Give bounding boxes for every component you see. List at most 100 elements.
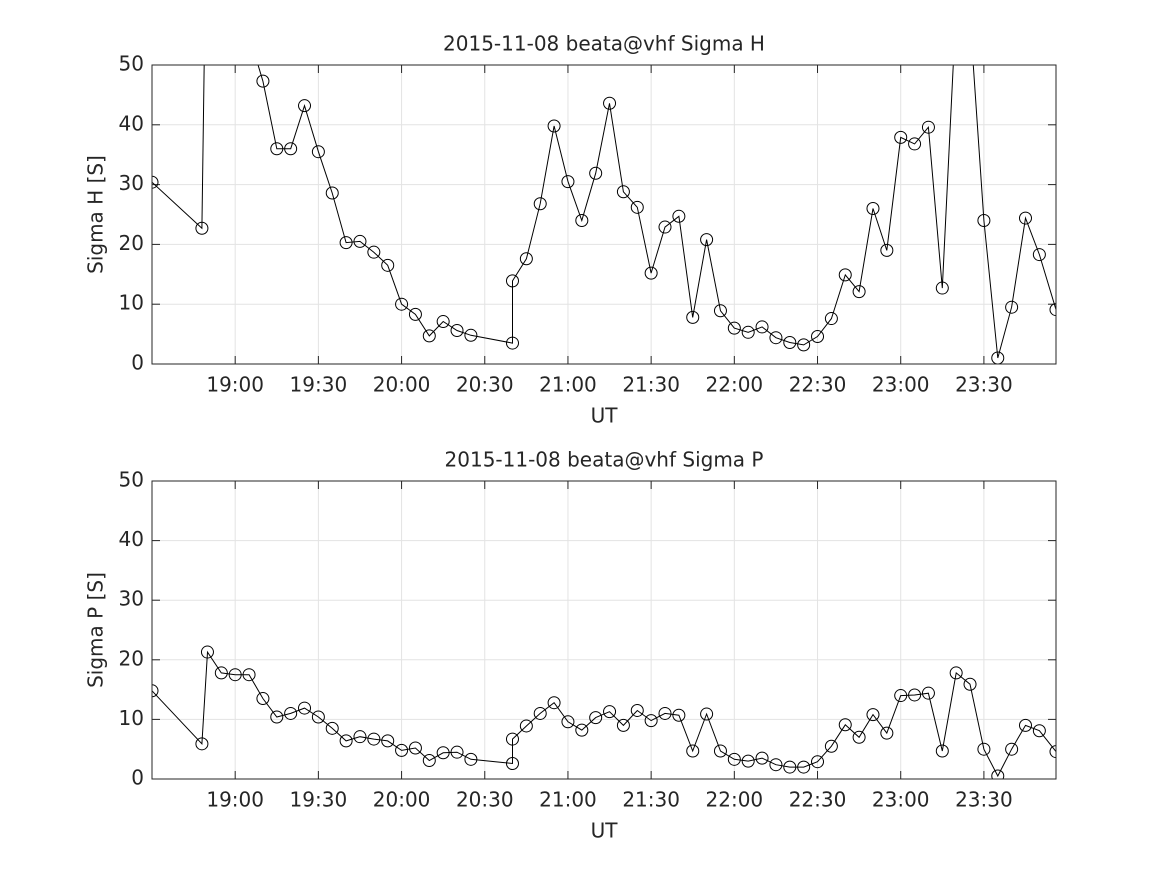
data-point [727, 321, 741, 335]
data-point [408, 741, 422, 755]
data-point [713, 304, 727, 318]
data-point [769, 331, 783, 345]
x-axis-label: UT [591, 819, 619, 843]
data-point [464, 328, 478, 342]
data-point [298, 99, 312, 113]
y-tick-label: 10 [119, 291, 144, 315]
y-tick-label: 0 [131, 766, 144, 790]
data-point [977, 213, 991, 227]
data-point [824, 312, 838, 326]
data-point [450, 745, 464, 759]
data-point [644, 266, 658, 280]
data-point [195, 737, 209, 751]
x-tick-label: 22:30 [789, 788, 847, 812]
data-point [464, 752, 478, 766]
x-tick-label: 23:30 [955, 788, 1013, 812]
data-point [616, 718, 630, 732]
data-point [1005, 742, 1019, 756]
data-point [561, 715, 575, 729]
data-point [214, 666, 228, 680]
data-point [311, 710, 325, 724]
data-point [1018, 211, 1032, 225]
data-point [797, 760, 811, 774]
data-point [949, 666, 963, 680]
data-point [270, 710, 284, 724]
data-point [505, 732, 519, 746]
data-point [575, 213, 589, 227]
y-tick-label: 10 [119, 706, 144, 730]
y-tick-label: 20 [119, 646, 144, 670]
data-point [256, 692, 270, 706]
data-point [152, 684, 159, 698]
data-point [644, 714, 658, 728]
data-point [727, 752, 741, 766]
data-point [630, 200, 644, 214]
data-point [797, 338, 811, 352]
data-point [422, 329, 436, 343]
x-tick-label: 23:00 [872, 788, 930, 812]
data-point [270, 142, 284, 156]
data-point [395, 297, 409, 311]
chart-title: 2015-11-08 beata@vhf Sigma H [443, 32, 765, 56]
x-tick-label: 21:00 [539, 373, 597, 397]
data-point [852, 285, 866, 299]
data-point [505, 336, 519, 350]
data-point [519, 252, 533, 266]
data-point [838, 718, 852, 732]
data-point [935, 281, 949, 295]
y-tick-label: 50 [119, 52, 144, 76]
data-point [152, 175, 159, 189]
y-tick-label: 30 [119, 587, 144, 611]
data-point [686, 744, 700, 758]
data-point [339, 236, 353, 250]
data-point [228, 668, 242, 682]
data-point [547, 696, 561, 710]
data-point [284, 142, 298, 156]
x-tick-label: 21:00 [539, 788, 597, 812]
data-point [353, 730, 367, 744]
data-point [243, 29, 255, 41]
data-point [367, 245, 381, 259]
data-point [547, 119, 561, 133]
data-point [783, 335, 797, 349]
data-point [700, 233, 714, 247]
x-tick-label: 22:00 [706, 373, 764, 397]
data-point [713, 744, 727, 758]
data-point [519, 719, 533, 733]
y-tick-label: 40 [119, 111, 144, 135]
data-point [284, 706, 298, 720]
data-point [353, 234, 367, 248]
y-tick-label: 40 [119, 527, 144, 551]
data-point [811, 755, 825, 769]
data-point [686, 310, 700, 324]
axes: 19:00 19:30 20:00 20:30 21:00 21:30 22:00 22:30… [84, 448, 1057, 843]
series [152, 645, 1056, 779]
x-tick-label: 19:30 [290, 373, 348, 397]
data-point [242, 668, 256, 682]
x-tick-label: 22:30 [789, 373, 847, 397]
x-tick-label: 19:30 [290, 788, 348, 812]
data-point [908, 137, 922, 151]
data-point [824, 739, 838, 753]
x-tick-label: 19:00 [206, 373, 264, 397]
data-line [152, 65, 1056, 359]
data-point [630, 703, 644, 717]
data-point [741, 325, 755, 339]
y-axis-label: Sigma H [S] [84, 155, 108, 274]
data-point [880, 243, 894, 257]
y-tick-label: 0 [131, 351, 144, 375]
x-tick-label: 23:30 [955, 373, 1013, 397]
data-point [977, 742, 991, 756]
x-tick-label: 23:00 [872, 373, 930, 397]
axes-box [151, 480, 1057, 780]
data-point [741, 754, 755, 768]
data-point [436, 746, 450, 760]
data-point [589, 711, 603, 725]
x-tick-label: 19:00 [206, 788, 264, 812]
data-point [921, 120, 935, 134]
data-point [852, 730, 866, 744]
x-tick-label: 21:30 [622, 788, 680, 812]
series [152, 29, 1056, 364]
data-point [450, 324, 464, 338]
